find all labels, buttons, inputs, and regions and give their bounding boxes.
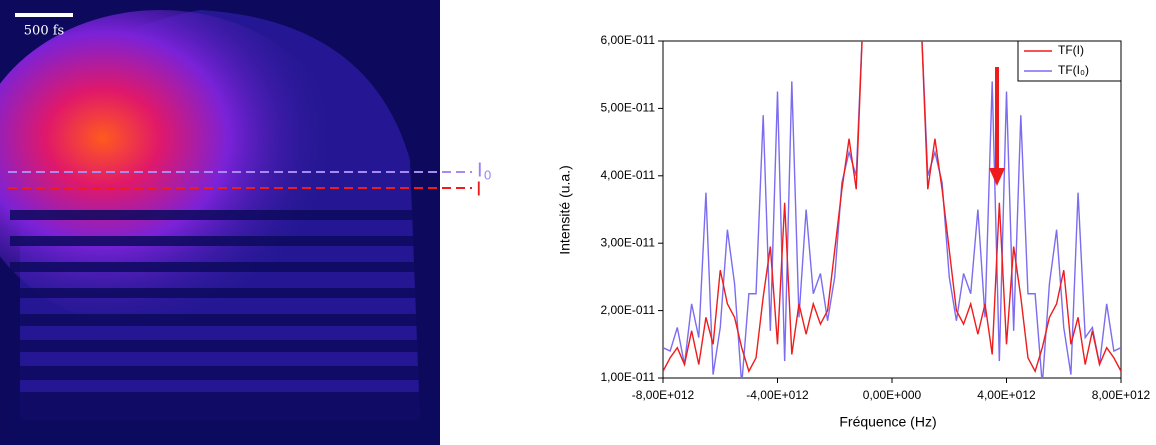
annotation-arrow (989, 67, 1005, 186)
camera-image: 500 fs I 0 I (0, 0, 491, 445)
plot-area (663, 41, 1121, 378)
y-tick-label: 6,00E-011 (601, 33, 656, 47)
scale-bar-label: 500 fs (24, 24, 64, 39)
legend-box (1017, 40, 1122, 82)
series-line (663, 41, 1121, 378)
legend-label: TF(I₀) (1058, 63, 1089, 77)
series-line (663, 41, 1121, 374)
x-tick-label: 4,00E+012 (977, 388, 1036, 402)
y-tick-label: 1,00E-011 (601, 370, 656, 384)
y-tick-label: 4,00E-011 (601, 168, 656, 182)
x-tick-label: 0,00E+000 (863, 388, 922, 402)
line-label-subscript: 0 (484, 167, 491, 182)
x-axis-title: Fréquence (Hz) (839, 414, 936, 430)
x-tick-label: -4,00E+012 (746, 388, 809, 402)
line-label: I (477, 159, 483, 181)
y-tick-label: 3,00E-011 (601, 235, 656, 249)
x-tick-label: 8,00E+012 (1092, 388, 1151, 402)
line-label: I (476, 178, 482, 200)
x-tick-label: -8,00E+012 (632, 388, 695, 402)
y-axis-title: Intensité (u.a.) (557, 165, 573, 255)
y-tick-label: 5,00E-011 (601, 101, 656, 115)
y-tick-label: 2,00E-011 (601, 303, 656, 317)
plot-frame (662, 40, 1122, 379)
legend-label: TF(I) (1058, 43, 1084, 57)
